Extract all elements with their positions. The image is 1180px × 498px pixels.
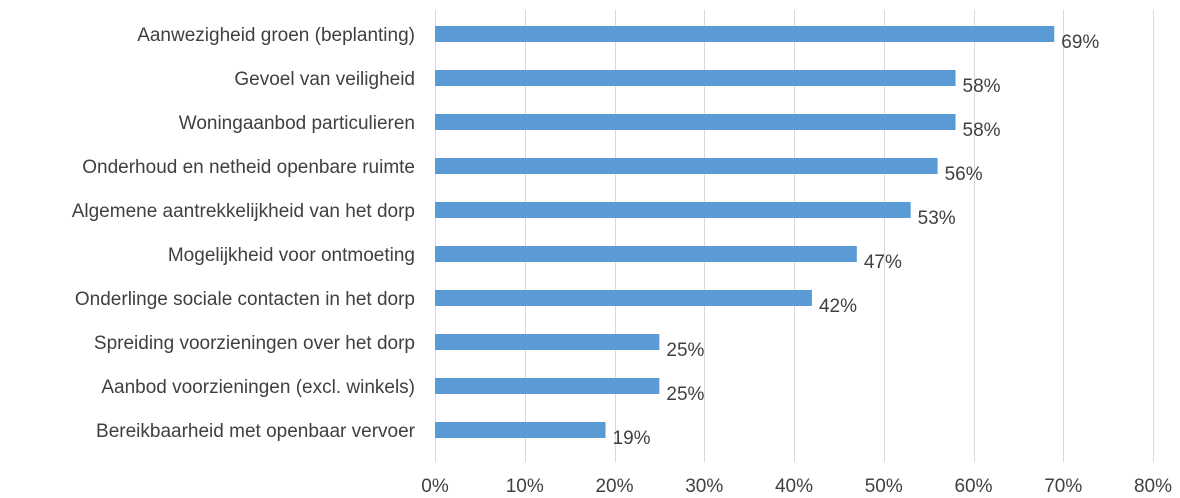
category-label: Gevoel van veiligheid (234, 69, 415, 90)
bars (435, 26, 1055, 438)
bar (435, 158, 938, 174)
x-tick-label: 0% (421, 476, 449, 497)
data-label: 69% (1061, 32, 1099, 53)
bar (435, 70, 956, 86)
x-tick-label: 70% (1044, 476, 1082, 497)
data-label: 25% (666, 384, 704, 405)
category-label: Onderhoud en netheid openbare ruimte (82, 157, 415, 178)
category-label: Bereikbaarheid met openbaar vervoer (96, 421, 416, 442)
data-label: 25% (666, 340, 704, 361)
bar (435, 378, 660, 394)
bar (435, 334, 660, 350)
data-label: 53% (918, 208, 956, 229)
data-label: 47% (864, 252, 902, 273)
category-label: Spreiding voorzieningen over het dorp (94, 333, 415, 354)
bar (435, 422, 606, 438)
bar (435, 26, 1055, 42)
x-axis-tick-labels: 0% 10% 20% 30% 40% 50% 60% 70% 80% (421, 476, 1172, 497)
x-tick-label: 30% (685, 476, 723, 497)
data-labels: 69% 58% 58% 56% 53% 47% 42% 25% 25% 19% (613, 32, 1100, 449)
x-tick-label: 40% (775, 476, 813, 497)
x-tick-label: 10% (506, 476, 544, 497)
bar (435, 114, 956, 130)
x-tick-label: 20% (595, 476, 633, 497)
data-label: 19% (613, 428, 651, 449)
category-label: Aanwezigheid groen (beplanting) (137, 25, 415, 46)
data-label: 42% (819, 296, 857, 317)
category-label: Mogelijkheid voor ontmoeting (168, 245, 415, 266)
data-label: 56% (945, 164, 983, 185)
x-tick-label: 50% (865, 476, 903, 497)
data-label: 58% (963, 120, 1001, 141)
bar (435, 246, 857, 262)
category-label: Onderlinge sociale contacten in het dorp (75, 289, 415, 310)
category-label: Aanbod voorzieningen (excl. winkels) (101, 377, 415, 398)
x-tick-label: 80% (1134, 476, 1172, 497)
category-label: Algemene aantrekkelijkheid van het dorp (72, 201, 415, 222)
x-tick-label: 60% (954, 476, 992, 497)
data-label: 58% (963, 76, 1001, 97)
bar (435, 202, 911, 218)
category-label: Woningaanbod particulieren (179, 113, 415, 134)
category-labels: Aanwezigheid groen (beplanting) Gevoel va… (72, 25, 416, 442)
bar (435, 290, 812, 306)
